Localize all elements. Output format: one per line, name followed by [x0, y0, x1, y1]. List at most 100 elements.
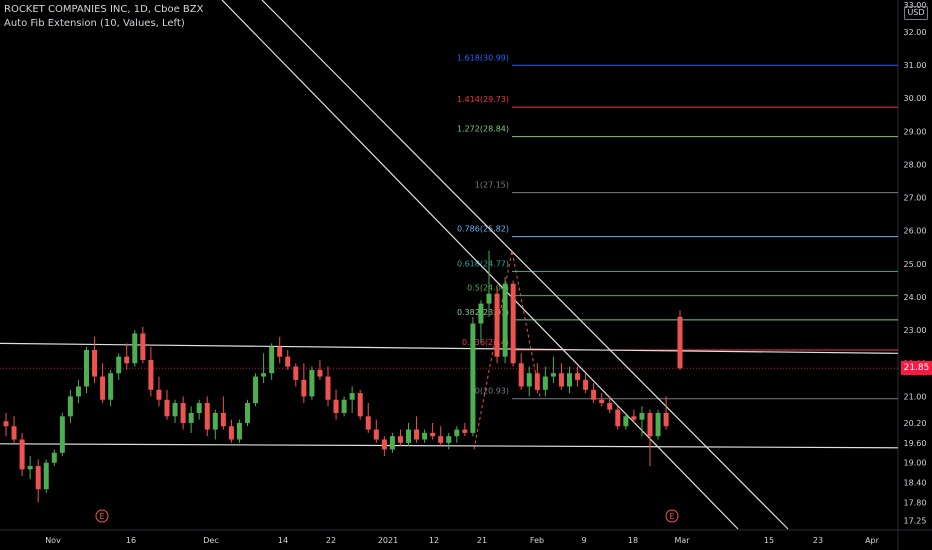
downtrend-line-lower	[261, 0, 789, 530]
candle-body	[269, 346, 275, 374]
price-tick-label: 25.00	[904, 260, 927, 269]
candle-body	[100, 376, 106, 400]
candle-body	[389, 436, 395, 450]
time-tick-label: 15	[764, 536, 774, 545]
candle-body	[406, 429, 411, 443]
candle-body	[397, 436, 403, 443]
indicator-legend[interactable]: Auto Fib Extension (10, Values, Left)	[4, 18, 185, 29]
price-tick-label: 31.00	[904, 61, 927, 70]
candle-body	[414, 429, 420, 440]
time-tick-label: 22	[326, 536, 336, 545]
candle-body	[277, 346, 283, 357]
time-tick-label: 23	[813, 536, 823, 545]
candle-body	[438, 436, 444, 443]
candle-body	[228, 426, 234, 440]
candle-body	[164, 399, 170, 417]
candle-body	[462, 429, 468, 433]
candle-body	[204, 403, 210, 430]
candle-body	[108, 373, 114, 400]
candle-body	[75, 386, 81, 397]
candle-body	[607, 403, 613, 410]
price-tick-label: 32.00	[904, 28, 927, 37]
candle-body	[526, 373, 532, 387]
time-tick-label: Apr	[865, 536, 880, 545]
candle-body	[172, 403, 178, 417]
candle-body	[647, 412, 653, 437]
candle-body	[212, 412, 218, 430]
fib-level-label: 1.272(28.84)	[457, 125, 509, 134]
candle-body	[430, 432, 436, 437]
candle-body	[261, 373, 267, 377]
price-tick-label: 19.00	[904, 459, 927, 468]
candle-body	[663, 412, 669, 427]
price-tick-label: 28.00	[904, 160, 927, 169]
candle-body	[132, 333, 138, 364]
candle-body	[92, 350, 98, 377]
candle-body	[196, 403, 202, 413]
candle-body	[11, 426, 17, 440]
time-tick-label: 2021	[378, 536, 398, 545]
candle-body	[357, 393, 363, 417]
candle-body	[494, 293, 500, 357]
candle-body	[446, 436, 452, 443]
time-tick-label: 18	[628, 536, 638, 545]
time-tick-label: 9	[581, 536, 586, 545]
time-tick-label: 16	[126, 536, 136, 545]
candle-body	[188, 412, 194, 423]
candle-body	[550, 373, 556, 377]
time-tick-label: Dec	[203, 536, 218, 545]
time-tick-label: Feb	[530, 536, 544, 545]
candle-body	[373, 429, 379, 440]
candle-body	[639, 412, 645, 420]
symbol-title[interactable]: ROCKET COMPANIES INC, 1D, Cboe BZX	[4, 4, 204, 15]
time-tick-label: Nov	[45, 536, 61, 545]
candle-body	[623, 416, 629, 427]
candle-body	[51, 452, 57, 463]
candle-body	[510, 283, 516, 364]
price-tick-label: 27.00	[904, 194, 927, 203]
candle-body	[35, 466, 41, 490]
fib-level-label: 1.414(29.73)	[457, 95, 509, 104]
candle-body	[116, 356, 122, 374]
fib-level-label: 0.236(22.4)	[462, 338, 509, 347]
candle-body	[220, 412, 226, 427]
candle-body	[615, 409, 621, 427]
price-tick-label: 17.25	[904, 517, 927, 526]
candle-body	[333, 399, 339, 413]
candle-body	[470, 323, 476, 433]
candles	[3, 250, 683, 503]
candle-body	[591, 389, 597, 400]
candle-body	[486, 293, 492, 304]
candle-body	[27, 466, 33, 470]
candle-body	[655, 412, 661, 437]
candle-body	[180, 403, 186, 423]
candle-body	[301, 379, 307, 397]
candle-body	[631, 416, 637, 420]
candle-body	[285, 356, 291, 367]
candle-body	[478, 303, 484, 324]
candle-body	[575, 373, 581, 380]
time-tick-label: Mar	[674, 536, 690, 545]
candle-body	[156, 389, 162, 400]
candle-body	[558, 373, 564, 387]
earnings-marker-label: E	[669, 512, 674, 521]
candle-body	[148, 359, 154, 390]
fib-level-label: 0.5(24.04)	[467, 284, 509, 293]
price-tick-label: 17.80	[904, 498, 927, 507]
fib-level-label: 0.618(24.77)	[457, 259, 509, 268]
fib-level-label: 0(20.93)	[475, 387, 509, 396]
price-tick-label: 21.00	[904, 392, 927, 401]
candle-body	[317, 369, 323, 377]
candle-body	[245, 403, 250, 423]
price-tick-label: 19.60	[904, 439, 927, 448]
candle-body	[349, 393, 355, 400]
candle-body	[677, 316, 683, 369]
earnings-marker-circle	[95, 509, 109, 523]
currency-badge[interactable]: USD	[904, 6, 928, 20]
candle-body	[422, 432, 428, 440]
candle-body	[84, 350, 89, 387]
candle-body	[67, 396, 73, 417]
time-axis: Nov 16 Dec 14 22 2021 12 21 Feb 9 18 Mar 15 23 Apr	[45, 536, 879, 545]
candle-body	[518, 363, 524, 387]
